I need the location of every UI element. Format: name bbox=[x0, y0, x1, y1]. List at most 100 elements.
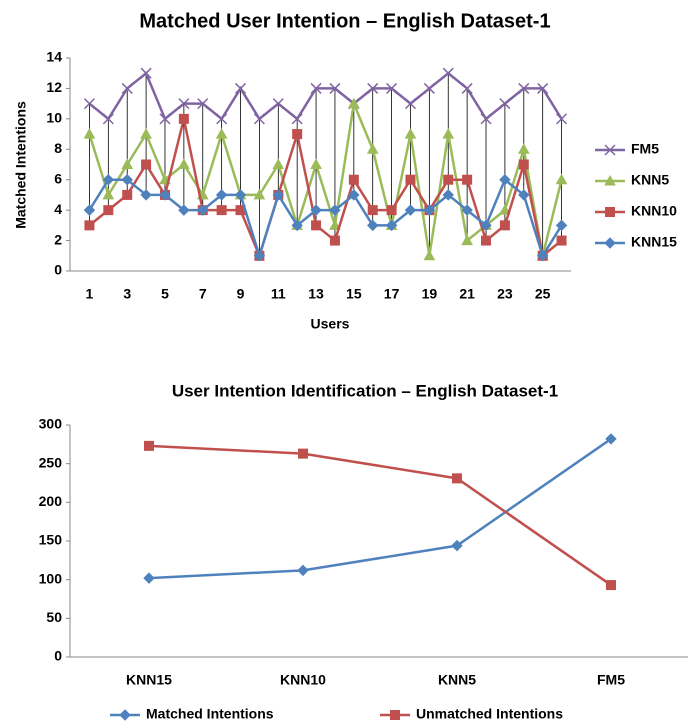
marker bbox=[329, 82, 341, 94]
marker bbox=[253, 113, 265, 125]
marker bbox=[329, 204, 341, 216]
x-tick-label: 13 bbox=[308, 286, 324, 302]
marker bbox=[310, 82, 322, 94]
marker bbox=[366, 143, 379, 154]
legend-label: KNN5 bbox=[631, 172, 669, 188]
marker bbox=[442, 128, 455, 139]
marker bbox=[536, 250, 549, 262]
marker bbox=[461, 234, 473, 246]
y-tick-label: 50 bbox=[46, 609, 62, 625]
marker bbox=[102, 188, 115, 200]
marker bbox=[480, 113, 492, 125]
x-axis-label: Users bbox=[311, 316, 350, 332]
x-tick-label: FM5 bbox=[597, 672, 625, 688]
marker bbox=[385, 219, 398, 232]
marker bbox=[298, 448, 308, 459]
x-tick-label: KNN5 bbox=[438, 672, 476, 688]
marker bbox=[499, 220, 510, 231]
marker bbox=[83, 204, 96, 216]
legend-marker bbox=[605, 207, 615, 217]
marker bbox=[462, 174, 473, 185]
marker bbox=[121, 158, 134, 169]
marker bbox=[556, 235, 567, 246]
chart-title: Matched User Intention – English Dataset… bbox=[139, 10, 550, 32]
marker bbox=[423, 204, 436, 216]
marker bbox=[197, 204, 209, 216]
marker bbox=[386, 205, 397, 216]
marker bbox=[197, 98, 209, 110]
marker bbox=[442, 189, 454, 201]
x-tick-label: 23 bbox=[497, 286, 513, 302]
marker bbox=[140, 67, 152, 79]
x-tick-label: 3 bbox=[123, 286, 131, 302]
marker bbox=[83, 98, 95, 110]
marker bbox=[215, 128, 228, 139]
marker bbox=[291, 113, 303, 125]
marker bbox=[404, 128, 417, 139]
x-tick-label: 25 bbox=[535, 286, 551, 302]
marker bbox=[310, 204, 322, 216]
marker bbox=[367, 219, 379, 232]
series-line bbox=[88, 71, 563, 121]
marker bbox=[517, 143, 530, 154]
marker bbox=[556, 113, 568, 125]
legend-label: Unmatched Intentions bbox=[416, 706, 563, 722]
marker bbox=[518, 159, 529, 170]
marker bbox=[140, 189, 152, 201]
legend-label: Matched Intentions bbox=[146, 706, 274, 722]
marker bbox=[141, 159, 152, 170]
marker bbox=[367, 82, 379, 94]
y-tick-label: 2 bbox=[54, 231, 62, 247]
marker bbox=[140, 128, 152, 139]
marker bbox=[481, 235, 492, 246]
y-tick-label: 300 bbox=[39, 416, 63, 432]
marker bbox=[386, 82, 398, 94]
marker bbox=[178, 98, 190, 110]
marker bbox=[84, 220, 95, 231]
marker bbox=[159, 113, 171, 125]
legend-label: KNN10 bbox=[631, 203, 677, 219]
marker bbox=[216, 205, 227, 216]
marker bbox=[461, 204, 473, 216]
series-line bbox=[88, 118, 563, 260]
y-tick-label: 150 bbox=[39, 532, 63, 548]
marker bbox=[480, 219, 492, 232]
marker bbox=[178, 158, 190, 169]
marker bbox=[348, 174, 359, 185]
marker bbox=[272, 189, 284, 201]
x-tick-label: KNN15 bbox=[126, 672, 172, 688]
x-tick-label: 17 bbox=[384, 286, 400, 302]
x-tick-label: 11 bbox=[271, 286, 286, 302]
legend-marker bbox=[119, 709, 131, 721]
series-line bbox=[148, 437, 612, 580]
marker bbox=[423, 82, 435, 94]
x-tick-label: 21 bbox=[459, 286, 475, 302]
marker bbox=[291, 219, 303, 232]
marker bbox=[518, 82, 530, 94]
marker bbox=[121, 82, 133, 94]
marker bbox=[518, 189, 530, 201]
marker bbox=[423, 249, 436, 261]
y-tick-label: 12 bbox=[46, 79, 62, 95]
legend-marker bbox=[604, 237, 616, 249]
marker bbox=[555, 219, 568, 232]
marker bbox=[404, 98, 417, 110]
marker bbox=[499, 204, 511, 215]
chart-title: User Intention Identification – English … bbox=[172, 381, 558, 400]
marker bbox=[102, 174, 115, 186]
y-tick-label: 0 bbox=[54, 262, 62, 278]
y-axis-label: Matched Intentions bbox=[13, 101, 29, 229]
marker bbox=[144, 440, 154, 451]
marker bbox=[443, 174, 454, 185]
x-tick-label: 7 bbox=[199, 286, 207, 302]
marker bbox=[234, 189, 247, 201]
x-tick-label: 15 bbox=[346, 286, 362, 302]
marker bbox=[83, 128, 96, 139]
legend-label: FM5 bbox=[631, 141, 659, 157]
marker bbox=[159, 189, 171, 201]
marker bbox=[348, 189, 360, 201]
marker bbox=[178, 113, 189, 124]
y-tick-label: 8 bbox=[54, 140, 62, 156]
